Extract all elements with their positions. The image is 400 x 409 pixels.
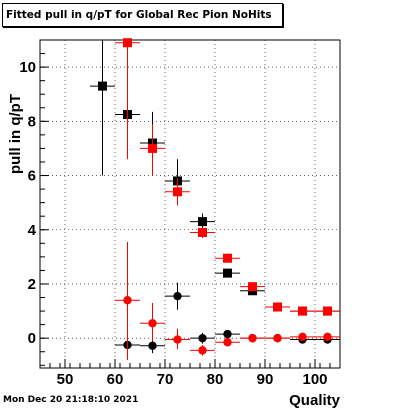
chart-title: Fitted pull in q/pT for Global Rec Pion … <box>2 3 283 27</box>
square-marker <box>198 227 207 237</box>
circle-marker <box>173 335 182 344</box>
y-tick-label: 8 <box>28 113 36 130</box>
y-tick-label: 4 <box>28 222 37 239</box>
x-axis-title: Quality <box>289 392 341 409</box>
circle-marker <box>198 333 207 343</box>
circle-marker <box>148 341 157 350</box>
series-2 <box>115 38 340 316</box>
axes: 50 60 70 80 90 100 0 2 4 6 8 10 <box>19 39 341 388</box>
y-tick-label: 10 <box>19 59 36 76</box>
square-marker <box>98 81 107 91</box>
circle-marker <box>173 291 182 301</box>
data-markers <box>90 38 340 360</box>
square-marker <box>123 38 132 48</box>
circle-marker <box>323 332 332 342</box>
square-marker <box>173 187 182 197</box>
circle-marker <box>298 332 307 342</box>
y-tick-label: 6 <box>28 168 36 185</box>
timestamp-label: Mon Dec 20 21:18:10 2021 <box>3 395 139 405</box>
plot-frame <box>39 39 341 369</box>
x-tick-label: 90 <box>257 371 274 388</box>
y-tick-label: 2 <box>28 276 36 293</box>
square-marker <box>223 253 232 263</box>
series-4 <box>115 241 340 360</box>
square-marker <box>223 268 232 278</box>
x-tick-label: 100 <box>302 371 327 388</box>
x-tick-label: 60 <box>107 371 124 388</box>
x-tick-label: 70 <box>157 371 174 388</box>
circle-marker <box>223 329 232 339</box>
square-marker <box>298 306 307 316</box>
square-marker <box>248 282 257 292</box>
x-tick-label: 80 <box>207 371 224 388</box>
y-tick-label: 0 <box>28 330 36 347</box>
square-marker <box>198 217 207 227</box>
circle-marker <box>148 319 157 328</box>
y-axis-title: pull in q/pT <box>7 94 24 174</box>
square-marker <box>148 143 157 153</box>
grid <box>40 40 340 368</box>
circle-marker <box>248 333 257 343</box>
square-marker <box>323 306 332 316</box>
circle-marker <box>223 338 232 347</box>
x-tick-label: 50 <box>57 371 74 388</box>
circle-marker <box>198 346 207 355</box>
circle-marker <box>273 333 282 343</box>
square-marker <box>273 302 282 312</box>
circle-marker <box>123 296 132 305</box>
